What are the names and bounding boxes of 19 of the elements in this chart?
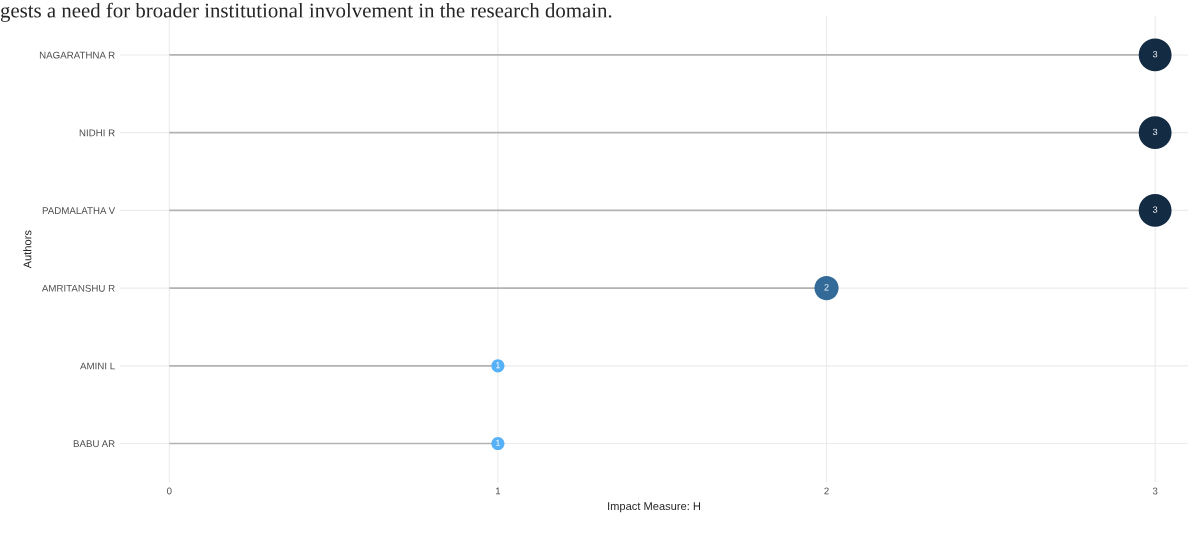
y-tick-label: NAGARATHNA R <box>39 51 115 59</box>
y-tick-label: PADMALATHA V <box>42 207 116 214</box>
y-tick-label: NIDHI R <box>79 129 115 137</box>
x-tick-label: 0 <box>166 487 172 495</box>
x-tick-label: 3 <box>1152 487 1158 495</box>
y-tick-label: BABU AR <box>73 440 115 448</box>
x-tick-label: 2 <box>824 487 829 495</box>
y-tick-label: AMRITANSHU R <box>41 284 115 292</box>
data-label: 3 <box>1152 128 1158 136</box>
data-label: 1 <box>496 439 500 446</box>
x-axis-title: Impact Measure: H <box>608 502 701 513</box>
data-label: 3 <box>1152 206 1158 213</box>
y-axis-title: Authors <box>23 230 32 269</box>
data-label: 3 <box>1152 50 1158 58</box>
x-tick-label: 1 <box>495 487 501 495</box>
data-label: 2 <box>824 284 829 291</box>
data-label: 1 <box>496 361 500 369</box>
annotation: gests a need for broader institutional involvement in the research domain. <box>0 2 612 22</box>
y-tick-label: AMINI L <box>80 362 115 370</box>
